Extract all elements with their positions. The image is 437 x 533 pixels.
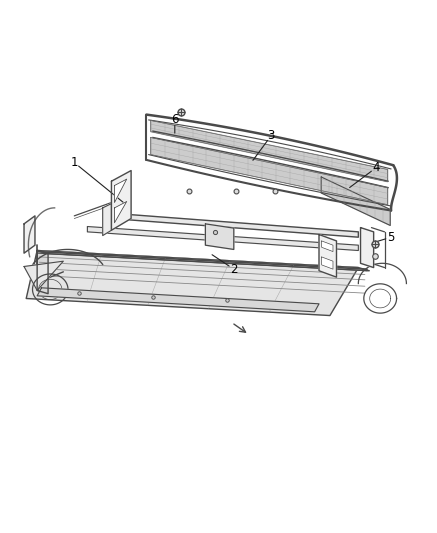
Polygon shape: [26, 251, 358, 316]
Polygon shape: [151, 120, 388, 182]
Polygon shape: [37, 288, 319, 312]
Polygon shape: [111, 171, 131, 230]
Polygon shape: [322, 241, 333, 252]
Polygon shape: [24, 216, 35, 253]
Polygon shape: [37, 251, 48, 294]
Polygon shape: [319, 235, 336, 277]
Polygon shape: [114, 201, 127, 223]
Text: 1: 1: [70, 156, 78, 169]
Polygon shape: [24, 261, 63, 290]
Polygon shape: [151, 138, 388, 205]
Text: 4: 4: [372, 161, 380, 174]
Polygon shape: [322, 257, 333, 269]
Text: 3: 3: [267, 130, 274, 142]
Polygon shape: [361, 228, 374, 268]
Polygon shape: [205, 224, 234, 249]
Polygon shape: [37, 251, 369, 271]
Text: 6: 6: [171, 114, 179, 126]
Polygon shape: [111, 213, 358, 237]
Polygon shape: [321, 177, 390, 225]
Text: 5: 5: [388, 231, 395, 244]
Polygon shape: [114, 179, 127, 203]
Polygon shape: [87, 227, 358, 251]
Polygon shape: [103, 204, 111, 236]
Text: 2: 2: [230, 263, 238, 276]
